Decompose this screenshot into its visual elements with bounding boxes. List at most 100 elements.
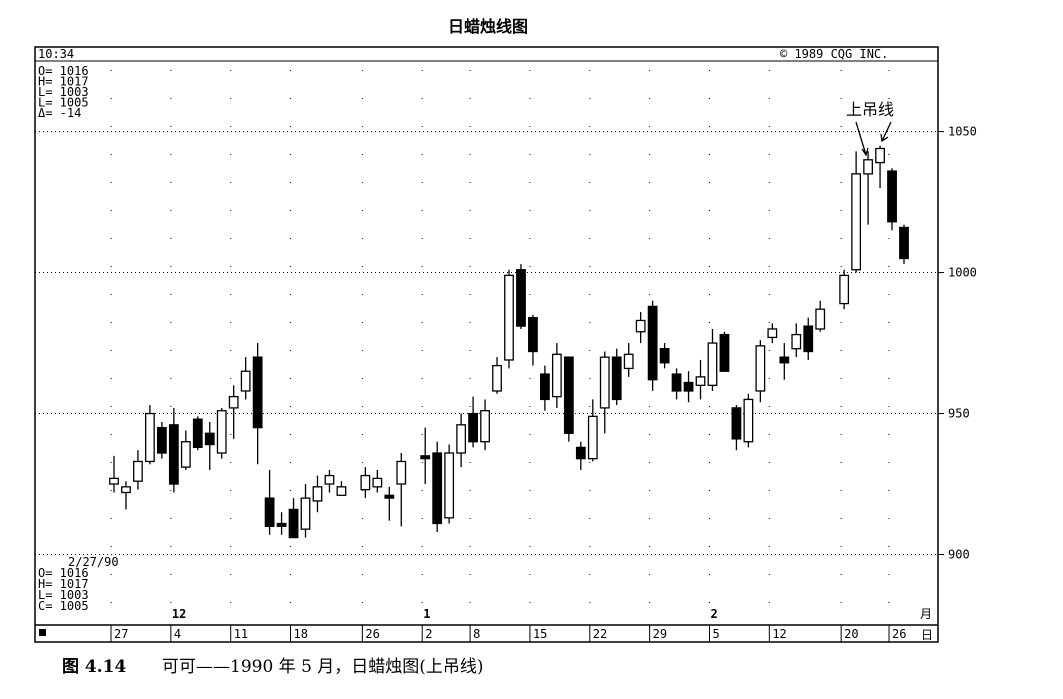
y-tick-label: 1050 (948, 125, 977, 139)
y-tick-label: 950 (948, 407, 970, 421)
candle-body (516, 269, 526, 327)
strip-marker (39, 629, 46, 636)
info-top: L= 1005 (38, 96, 89, 110)
candle-body (695, 376, 706, 386)
x-tick-label: 2 (425, 627, 432, 641)
month-label: 12 (172, 607, 186, 621)
annotation-arrow (880, 121, 892, 143)
candle-body (659, 348, 670, 364)
x-tick-label: 18 (294, 627, 308, 641)
candle-body (168, 424, 179, 485)
candle-body (743, 398, 754, 443)
info-bottom: 2/27/90 (68, 555, 119, 569)
candle-body (216, 410, 227, 454)
candle-body (611, 356, 622, 401)
month-label: 1 (423, 607, 430, 621)
candle-body (707, 342, 718, 386)
candle-body (336, 486, 347, 496)
info-bottom: O= 1016 (38, 566, 89, 580)
candle-body (587, 415, 598, 460)
candle-body (456, 424, 467, 454)
candle-body (384, 494, 395, 499)
info-bottom: C= 1005 (38, 599, 89, 613)
x-tick-label: 12 (772, 627, 786, 641)
info-top: H= 1017 (38, 75, 89, 89)
candle-body (755, 345, 766, 392)
caption-text: 可可——1990 年 5 月，日蜡烛图(上吊线) (162, 657, 484, 677)
info-bottom: L= 1003 (38, 588, 89, 602)
x-tick-label: 5 (712, 627, 719, 641)
candle-body (647, 305, 658, 381)
candle-body (779, 356, 790, 364)
candle-body (324, 474, 335, 485)
candle-body (671, 373, 682, 392)
candle-body (887, 170, 897, 223)
candle-body (839, 274, 850, 305)
candle-body (360, 474, 371, 491)
candle-body (252, 356, 263, 429)
copyright: © 1989 CQG INC. (780, 47, 888, 61)
candle-body (575, 446, 586, 460)
candle-body (504, 274, 514, 361)
candle-body (420, 455, 431, 460)
plot-frame (34, 46, 939, 643)
candle-body (528, 317, 538, 353)
chart-title: 日蜡烛线图 (448, 17, 528, 36)
y-tick-label: 900 (948, 548, 970, 562)
candle-body (683, 381, 694, 392)
candle-body (121, 486, 131, 494)
info-top: Δ= -14 (38, 106, 81, 120)
x-tick-label: 15 (533, 627, 547, 641)
candle-body (899, 226, 909, 260)
annotation-arrow (855, 121, 869, 157)
day-unit: 日 (921, 628, 933, 642)
x-tick-label: 11 (234, 627, 248, 641)
candle-body (240, 370, 251, 392)
candle-body (133, 460, 143, 482)
candle-body (851, 173, 862, 271)
candle-body (145, 412, 155, 463)
candle-body (300, 497, 311, 530)
x-tick-label: 20 (844, 627, 858, 641)
candle-body (396, 460, 407, 485)
candle-body (468, 412, 478, 443)
candle-body (599, 356, 610, 409)
candle-body (288, 508, 299, 539)
info-top: O= 1016 (38, 64, 89, 78)
candle-body (863, 159, 873, 175)
x-tick-label: 8 (473, 627, 480, 641)
candle-body (480, 410, 490, 443)
info-top: L= 1003 (38, 85, 89, 99)
candle-body (432, 452, 443, 525)
candle-body (372, 477, 383, 488)
candle-body (563, 356, 574, 434)
candle-body (204, 432, 215, 446)
candle-body (551, 353, 562, 398)
x-tick-label: 22 (593, 627, 607, 641)
candle-body (803, 325, 814, 353)
caption-label: 图 4.14 (62, 657, 126, 677)
candle-body (635, 319, 646, 333)
candle-body (444, 452, 455, 519)
candle-body (312, 486, 323, 502)
candle-body (192, 418, 203, 449)
x-tick-label: 26 (892, 627, 906, 641)
candle-body (623, 353, 634, 370)
annotation: 上吊线 (846, 100, 894, 119)
time-label: 10:34 (38, 47, 74, 61)
candle-body (731, 407, 742, 440)
x-tick-label: 29 (653, 627, 667, 641)
candle-body (109, 477, 119, 485)
x-tick-label: 26 (365, 627, 379, 641)
candle-body (276, 522, 287, 527)
x-tick-label: 27 (114, 627, 128, 641)
x-tick-label: 4 (174, 627, 181, 641)
candle-body (767, 328, 778, 339)
candle-body (492, 364, 502, 392)
candle-body (719, 333, 730, 372)
candle-body (540, 373, 550, 401)
candle-body (156, 426, 167, 454)
month-unit: 月 (920, 607, 932, 621)
candle-body (815, 308, 826, 330)
